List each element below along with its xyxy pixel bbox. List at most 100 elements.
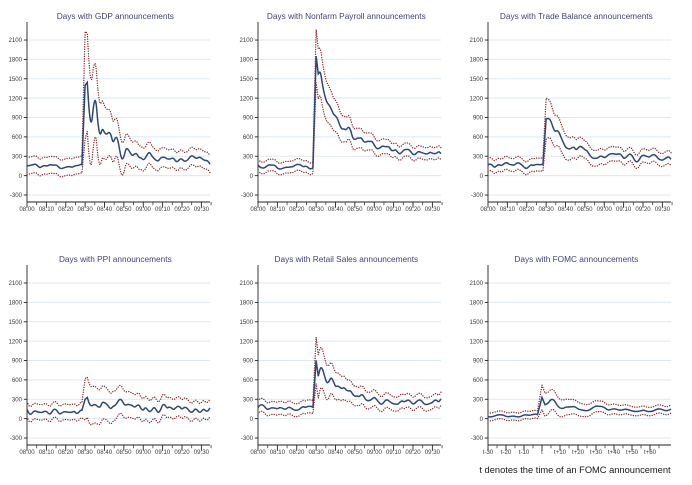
svg-text:t+30: t+30 <box>590 448 603 455</box>
svg-text:08:50: 08:50 <box>347 448 363 455</box>
svg-text:09:20: 09:20 <box>636 206 652 213</box>
svg-text:08:20: 08:20 <box>289 206 305 213</box>
svg-text:2100: 2100 <box>470 280 484 287</box>
svg-text:300: 300 <box>473 153 484 160</box>
svg-text:2100: 2100 <box>8 37 22 44</box>
svg-text:08:30: 08:30 <box>539 206 555 213</box>
svg-text:08:00: 08:00 <box>250 206 266 213</box>
svg-text:2100: 2100 <box>239 280 253 287</box>
svg-text:08:40: 08:40 <box>558 206 574 213</box>
svg-text:300: 300 <box>12 153 23 160</box>
svg-text:09:30: 09:30 <box>194 448 210 455</box>
svg-text:t-10: t-10 <box>519 448 530 455</box>
svg-text:0: 0 <box>480 415 484 422</box>
svg-text:08:00: 08:00 <box>19 206 35 213</box>
svg-text:Days with GDP announcements: Days with GDP announcements <box>57 11 174 21</box>
svg-text:1800: 1800 <box>8 299 22 306</box>
svg-text:09:00: 09:00 <box>136 206 152 213</box>
svg-text:0: 0 <box>19 415 23 422</box>
svg-text:300: 300 <box>242 396 253 403</box>
svg-text:08:10: 08:10 <box>39 448 55 455</box>
svg-text:t-30: t-30 <box>483 448 494 455</box>
svg-text:1500: 1500 <box>8 76 22 83</box>
svg-text:300: 300 <box>12 396 23 403</box>
svg-text:1800: 1800 <box>470 57 484 64</box>
svg-text:1200: 1200 <box>8 338 22 345</box>
svg-text:-300: -300 <box>10 435 23 442</box>
svg-text:08:30: 08:30 <box>308 448 324 455</box>
svg-text:1200: 1200 <box>470 95 484 102</box>
svg-text:1500: 1500 <box>8 318 22 325</box>
svg-text:1500: 1500 <box>470 76 484 83</box>
svg-text:09:30: 09:30 <box>424 206 440 213</box>
svg-text:-300: -300 <box>10 192 23 199</box>
svg-text:08:30: 08:30 <box>78 206 94 213</box>
svg-text:t: t <box>541 448 543 455</box>
svg-text:900: 900 <box>12 357 23 364</box>
svg-text:600: 600 <box>242 377 253 384</box>
svg-text:900: 900 <box>242 357 253 364</box>
svg-text:1500: 1500 <box>239 318 253 325</box>
svg-text:09:20: 09:20 <box>405 206 421 213</box>
svg-text:Days with Trade Balance announ: Days with Trade Balance announcements <box>500 11 653 21</box>
svg-text:08:20: 08:20 <box>289 448 305 455</box>
svg-text:09:20: 09:20 <box>405 448 421 455</box>
svg-text:09:00: 09:00 <box>597 206 613 213</box>
svg-text:600: 600 <box>12 134 23 141</box>
svg-text:08:50: 08:50 <box>578 206 594 213</box>
svg-text:1200: 1200 <box>239 338 253 345</box>
svg-text:1200: 1200 <box>470 338 484 345</box>
svg-text:Days with FOMC announcements: Days with FOMC announcements <box>515 254 639 264</box>
svg-text:1800: 1800 <box>239 57 253 64</box>
svg-text:t+40: t+40 <box>608 448 621 455</box>
svg-text:08:20: 08:20 <box>58 206 74 213</box>
svg-text:08:40: 08:40 <box>328 448 344 455</box>
svg-text:09:10: 09:10 <box>386 448 402 455</box>
svg-text:-300: -300 <box>471 192 484 199</box>
svg-text:1500: 1500 <box>239 76 253 83</box>
svg-text:600: 600 <box>473 134 484 141</box>
svg-text:08:20: 08:20 <box>519 206 535 213</box>
svg-text:900: 900 <box>12 115 23 122</box>
svg-text:08:40: 08:40 <box>328 206 344 213</box>
svg-text:09:20: 09:20 <box>174 448 190 455</box>
svg-text:2100: 2100 <box>8 280 22 287</box>
svg-text:1800: 1800 <box>470 299 484 306</box>
svg-text:08:10: 08:10 <box>269 448 285 455</box>
svg-text:Days with Nonfarm Payroll anno: Days with Nonfarm Payroll announcements <box>267 11 426 21</box>
svg-text:08:10: 08:10 <box>269 206 285 213</box>
svg-text:09:10: 09:10 <box>155 206 171 213</box>
svg-text:08:40: 08:40 <box>97 448 113 455</box>
svg-text:08:40: 08:40 <box>97 206 113 213</box>
svg-text:1800: 1800 <box>8 57 22 64</box>
svg-text:-300: -300 <box>471 435 484 442</box>
svg-text:08:50: 08:50 <box>116 206 132 213</box>
svg-text:t+50: t+50 <box>626 448 639 455</box>
svg-text:08:10: 08:10 <box>39 206 55 213</box>
svg-text:08:50: 08:50 <box>116 448 132 455</box>
svg-text:1200: 1200 <box>239 95 253 102</box>
svg-text:600: 600 <box>12 377 23 384</box>
svg-text:300: 300 <box>473 396 484 403</box>
svg-text:09:00: 09:00 <box>366 206 382 213</box>
svg-text:300: 300 <box>242 153 253 160</box>
svg-text:09:00: 09:00 <box>366 448 382 455</box>
svg-text:2100: 2100 <box>239 37 253 44</box>
svg-text:08:30: 08:30 <box>308 206 324 213</box>
svg-text:t-20: t-20 <box>501 448 512 455</box>
svg-text:08:00: 08:00 <box>481 206 497 213</box>
svg-text:900: 900 <box>473 115 484 122</box>
svg-text:t+20: t+20 <box>572 448 585 455</box>
svg-text:08:50: 08:50 <box>347 206 363 213</box>
svg-text:Days with PPI announcements: Days with PPI announcements <box>59 254 172 264</box>
svg-text:08:00: 08:00 <box>19 448 35 455</box>
svg-text:0: 0 <box>249 173 253 180</box>
svg-text:Days with Retail Sales announc: Days with Retail Sales announcements <box>274 254 418 264</box>
svg-text:09:10: 09:10 <box>155 448 171 455</box>
svg-text:600: 600 <box>473 377 484 384</box>
svg-text:09:10: 09:10 <box>616 206 632 213</box>
svg-text:09:30: 09:30 <box>194 206 210 213</box>
svg-text:-300: -300 <box>240 192 253 199</box>
svg-text:08:00: 08:00 <box>250 448 266 455</box>
svg-text:09:30: 09:30 <box>424 448 440 455</box>
